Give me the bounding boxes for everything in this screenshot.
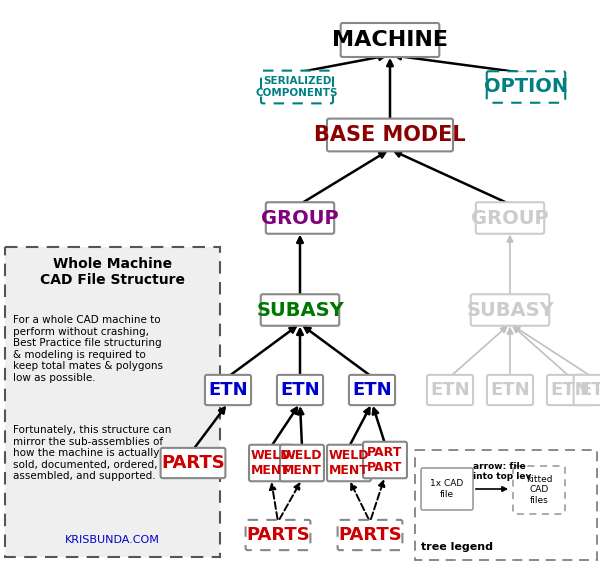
Text: PARTS: PARTS [338,526,402,544]
Text: SERIALIZED
COMPONENTS: SERIALIZED COMPONENTS [256,76,338,98]
FancyBboxPatch shape [574,375,600,405]
Text: ETN: ETN [208,381,248,399]
Text: SUBASY: SUBASY [466,301,554,320]
Text: WELD
MENT: WELD MENT [282,449,322,477]
Text: WELD
MENT: WELD MENT [329,449,369,477]
FancyBboxPatch shape [338,520,403,550]
Text: ETN: ETN [280,381,320,399]
FancyBboxPatch shape [245,520,310,550]
Text: For a whole CAD machine to
perform without crashing,
Best Practice file structur: For a whole CAD machine to perform witho… [13,315,163,383]
Text: ETN: ETN [550,381,590,399]
Text: WELD
MENT: WELD MENT [251,449,291,477]
Text: ETN: ETN [430,381,470,399]
FancyBboxPatch shape [363,442,407,478]
FancyBboxPatch shape [280,445,324,481]
FancyBboxPatch shape [487,71,565,103]
Text: ETN: ETN [352,381,392,399]
Text: tree legend: tree legend [421,542,493,552]
FancyBboxPatch shape [471,294,549,326]
FancyBboxPatch shape [5,247,220,557]
FancyBboxPatch shape [513,466,565,514]
FancyBboxPatch shape [327,445,371,481]
FancyBboxPatch shape [261,70,333,103]
FancyBboxPatch shape [249,445,293,481]
Text: GROUP: GROUP [261,208,339,227]
Text: MACHINE: MACHINE [332,30,448,50]
Text: Whole Machine
CAD File Structure: Whole Machine CAD File Structure [40,257,185,287]
Text: ET: ET [580,381,600,399]
FancyBboxPatch shape [415,450,597,560]
Text: arrow: file
into top lev: arrow: file into top lev [473,462,532,481]
FancyBboxPatch shape [261,294,339,326]
FancyBboxPatch shape [349,375,395,405]
FancyBboxPatch shape [341,23,439,57]
Text: BASE MODEL: BASE MODEL [314,125,466,145]
FancyBboxPatch shape [327,119,453,151]
Text: ETN: ETN [490,381,530,399]
Text: KRISBUNDA.COM: KRISBUNDA.COM [65,535,160,545]
FancyBboxPatch shape [161,448,226,478]
Text: Fortunately, this structure can
mirror the sub-assemblies of
how the machine is : Fortunately, this structure can mirror t… [13,425,172,481]
Text: PART
PART: PART PART [367,446,403,474]
FancyBboxPatch shape [487,375,533,405]
Text: GROUP: GROUP [471,208,549,227]
FancyBboxPatch shape [421,468,473,510]
FancyBboxPatch shape [427,375,473,405]
FancyBboxPatch shape [277,375,323,405]
Text: OPTION: OPTION [484,77,568,96]
FancyBboxPatch shape [266,203,334,234]
Text: PARTS: PARTS [161,454,225,472]
FancyBboxPatch shape [205,375,251,405]
FancyBboxPatch shape [476,203,544,234]
Text: SUBASY: SUBASY [256,301,344,320]
Text: kitted
CAD
files: kitted CAD files [526,475,552,505]
FancyBboxPatch shape [547,375,593,405]
Text: PARTS: PARTS [246,526,310,544]
Text: 1x CAD
file: 1x CAD file [430,479,464,499]
